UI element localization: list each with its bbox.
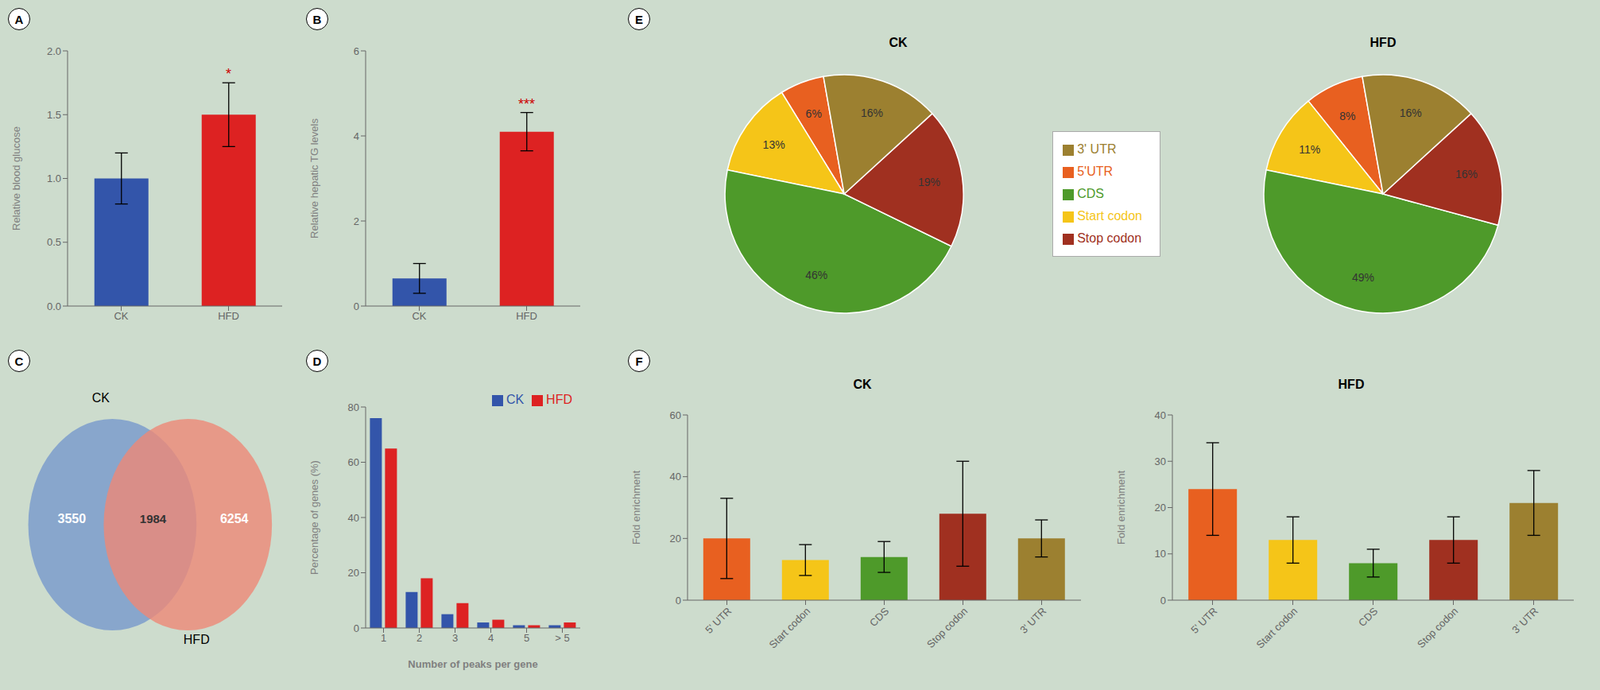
svg-text:3: 3 [452,631,458,644]
svg-text:8%: 8% [1339,109,1356,123]
svg-text:CK: CK [411,309,427,322]
svg-text:0: 0 [353,300,360,313]
svg-text:CDS: CDS [867,604,892,629]
svg-text:60: 60 [670,409,682,422]
svg-text:1.0: 1.0 [46,172,62,185]
html-text:CDS: CDS [1077,186,1105,201]
html-text:HFD: HFD [546,392,573,407]
svg-text:1: 1 [380,631,387,644]
svg-text:20: 20 [670,532,682,545]
svg-text:Start codon: Start codon [1254,604,1301,651]
svg-text:Percentage of genes (%): Percentage of genes (%) [308,460,321,575]
svg-text:6%: 6% [805,107,822,121]
svg-text:49%: 49% [1352,271,1375,284]
svg-text:Stop codon: Stop codon [924,604,970,651]
svg-text:0: 0 [353,622,360,635]
svg-text:20: 20 [1154,501,1167,514]
svg-text:4: 4 [488,631,494,644]
svg-text:0.0: 0.0 [46,300,62,313]
svg-text:80: 80 [348,401,360,414]
svg-text:Fold enrichment: Fold enrichment [630,470,643,546]
html-text:F: F [635,354,643,368]
html-text:CK: CK [506,392,524,407]
html-text:HFD: HFD [1338,377,1365,392]
svg-text:40: 40 [1154,409,1167,422]
html-text:E: E [635,12,644,26]
svg-text:5' UTR: 5' UTR [1188,604,1220,636]
svg-text:16%: 16% [1399,106,1422,120]
svg-text:***: *** [518,96,535,113]
svg-text:11%: 11% [1298,143,1321,156]
svg-text:20: 20 [348,566,360,579]
html-text:CK: CK [888,35,908,50]
svg-text:5' UTR: 5' UTR [702,604,734,636]
svg-text:Fold enrichment: Fold enrichment [1115,470,1128,546]
svg-text:19%: 19% [918,175,941,189]
svg-text:2: 2 [416,631,423,644]
svg-text:*: * [225,65,232,82]
svg-text:30: 30 [1154,455,1167,468]
svg-text:Relative blood glucose: Relative blood glucose [10,126,23,231]
svg-text:2: 2 [353,215,360,228]
svg-text:3' UTR: 3' UTR [1017,604,1049,636]
svg-text:Number of peaks per gene: Number of peaks per gene [407,658,538,671]
html-text:CK: CK [853,377,872,392]
svg-text:3550: 3550 [58,511,87,526]
svg-text:CK: CK [113,309,128,322]
svg-text:6: 6 [353,45,360,58]
svg-text:16%: 16% [1455,167,1478,181]
svg-text:6254: 6254 [220,511,249,526]
svg-text:3' UTR: 3' UTR [1509,604,1541,636]
svg-text:46%: 46% [805,268,828,282]
svg-text:40: 40 [348,511,360,524]
svg-text:5: 5 [523,631,530,644]
svg-text:0.5: 0.5 [46,236,62,248]
html-text:A: A [14,12,24,26]
html-text:3' UTR: 3' UTR [1077,142,1117,156]
svg-text:> 5: > 5 [554,631,570,644]
svg-text:HFD: HFD [515,309,538,322]
html-text:5'UTR: 5'UTR [1077,164,1113,179]
svg-text:13%: 13% [763,138,786,152]
svg-text:40: 40 [670,470,682,483]
svg-text:0: 0 [1160,594,1167,607]
svg-text:Start codon: Start codon [767,604,814,651]
svg-text:HFD: HFD [217,309,240,322]
svg-text:CDS: CDS [1355,604,1380,629]
svg-text:CK: CK [92,391,111,405]
html-text:B: B [312,12,322,26]
html-text:Stop codon: Stop codon [1077,231,1142,245]
svg-text:1984: 1984 [139,511,167,526]
svg-text:Relative hepatic TG levels: Relative hepatic TG levels [308,118,321,239]
svg-text:2.0: 2.0 [46,45,62,58]
svg-text:1.5: 1.5 [46,108,62,121]
svg-text:HFD: HFD [183,632,210,647]
html-text:D: D [312,354,322,368]
html-text:C: C [14,354,24,368]
svg-text:0: 0 [675,594,682,607]
svg-text:60: 60 [348,456,360,469]
html-text:Start codon: Start codon [1077,209,1143,223]
svg-text:Stop codon: Stop codon [1414,604,1461,651]
svg-text:4: 4 [353,130,360,143]
svg-text:10: 10 [1154,547,1167,560]
html-text:HFD: HFD [1369,35,1397,50]
svg-text:16%: 16% [860,106,884,120]
